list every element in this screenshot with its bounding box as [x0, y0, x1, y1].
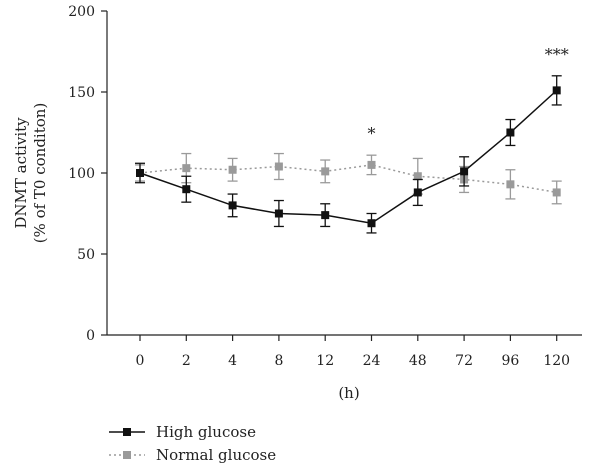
data-point	[413, 172, 422, 181]
y-tick-label: 150	[68, 85, 95, 101]
data-point	[321, 167, 330, 176]
series-layer	[135, 75, 562, 234]
data-point	[552, 188, 561, 197]
legend-label: Normal glucose	[156, 446, 276, 464]
y-axis: 0 50 100 150 200 DNMT activity(% of T0 condit…	[12, 4, 108, 344]
data-point	[506, 180, 515, 189]
y-axis-title-line: (% of T0 conditon)	[31, 103, 49, 244]
data-point	[182, 164, 191, 173]
x-tick-label: 72	[455, 353, 473, 369]
data-point	[228, 201, 237, 210]
data-point	[228, 165, 237, 174]
x-tick-label: 120	[543, 353, 570, 369]
legend-item: Normal glucose	[109, 446, 276, 464]
y-tick-label: 50	[77, 247, 95, 263]
data-point	[460, 167, 469, 176]
series-normal-glucose	[135, 152, 562, 205]
data-point	[552, 86, 561, 95]
x-tick-label: 48	[409, 353, 427, 369]
significance-marker: *	[368, 124, 376, 143]
x-tick-label: 4	[228, 353, 237, 369]
legend-item: High glucose	[109, 423, 256, 441]
data-point	[506, 128, 515, 137]
x-tick-label: 96	[501, 353, 519, 369]
data-point	[321, 211, 330, 220]
data-point	[413, 188, 422, 197]
data-point	[274, 162, 283, 171]
series-line	[139, 164, 557, 194]
y-tick-label: 200	[68, 4, 95, 20]
y-axis-title: DNMT activity(% of T0 conditon)	[12, 103, 49, 244]
series-line	[139, 89, 558, 225]
data-point	[182, 185, 191, 194]
y-tick-label: 100	[68, 166, 95, 182]
legend-marker	[123, 451, 131, 459]
data-point	[274, 209, 283, 218]
x-tick-label: 2	[182, 353, 191, 369]
x-axis: 0 2 4 8 12 24 48 72 96 120(h)	[107, 334, 582, 402]
x-tick-label: 12	[316, 353, 334, 369]
annotations: ****	[368, 45, 569, 143]
data-point	[367, 219, 376, 228]
x-tick-label: 8	[274, 353, 283, 369]
data-point	[367, 160, 376, 169]
series-high-glucose	[135, 75, 562, 234]
data-point	[136, 169, 144, 177]
legend-label: High glucose	[156, 423, 256, 441]
legend-marker	[123, 428, 131, 436]
x-tick-label: 0	[136, 353, 145, 369]
x-axis-title: (h)	[338, 384, 359, 402]
x-tick-label: 24	[363, 353, 381, 369]
legend: High glucose Normal glucose	[109, 423, 276, 464]
significance-marker: ***	[545, 45, 569, 64]
y-tick-label: 0	[86, 328, 95, 344]
y-axis-title-line: DNMT activity	[12, 117, 30, 229]
